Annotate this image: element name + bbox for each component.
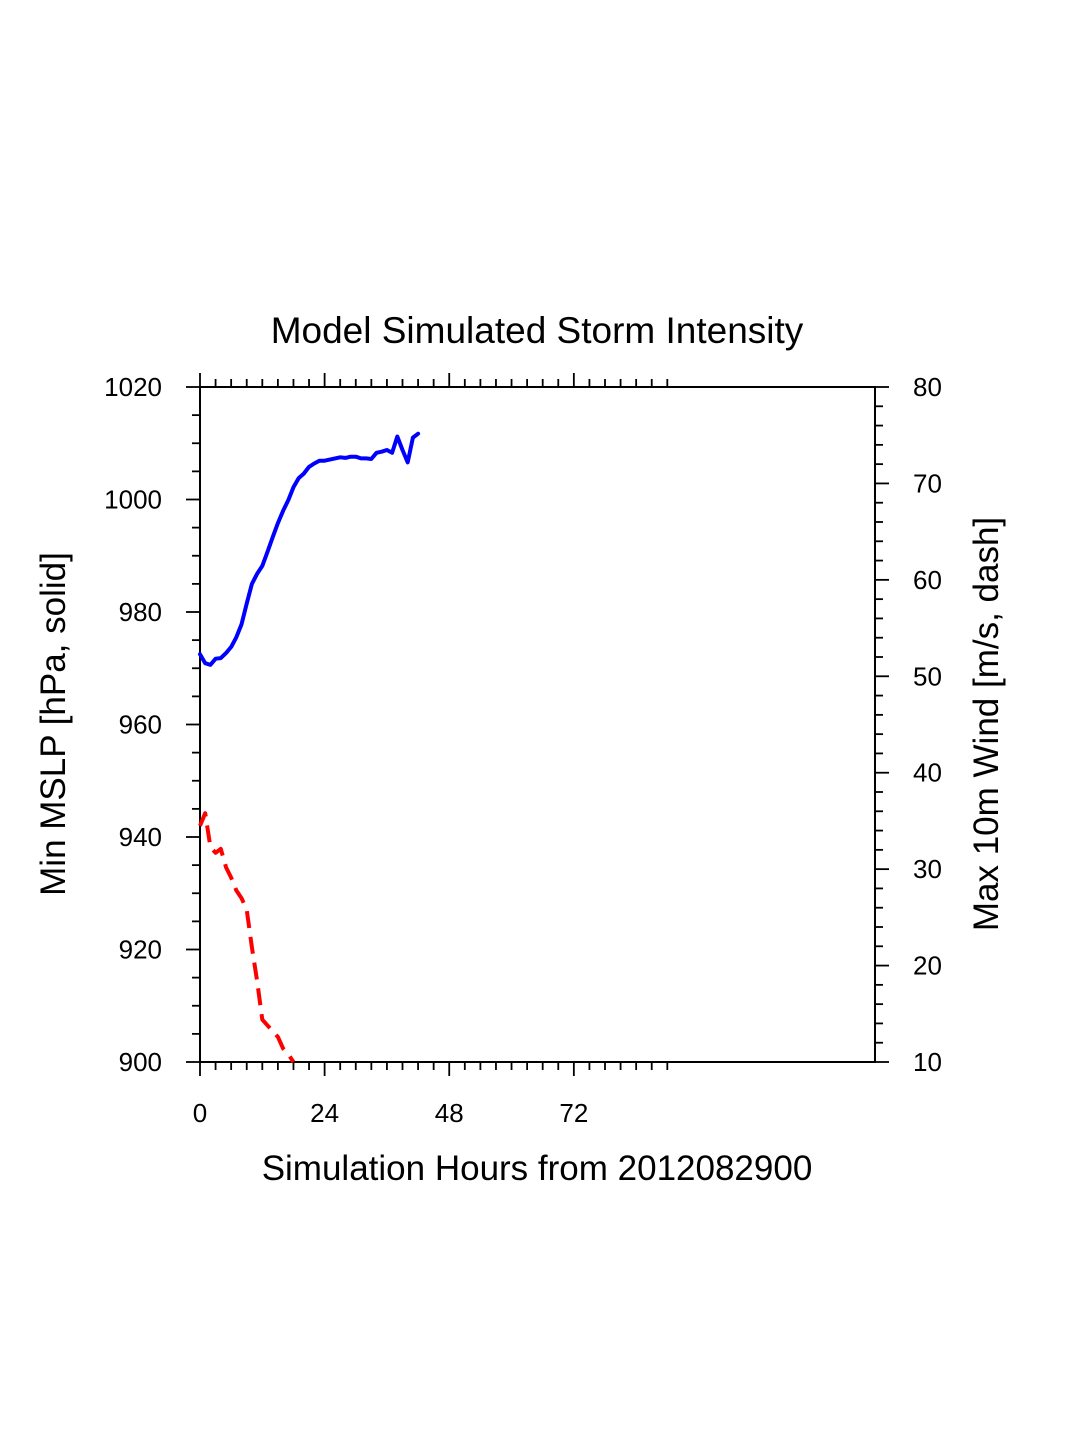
y-left-tick-label: 980 (119, 597, 162, 627)
x-tick-label: 0 (193, 1098, 207, 1128)
x-axis-label: Simulation Hours from 2012082900 (262, 1149, 813, 1188)
y-left-tick-label: 1020 (104, 372, 162, 402)
x-tick-label: 24 (310, 1098, 339, 1128)
y-left-tick-label: 920 (119, 935, 162, 965)
y-right-axis-label: Max 10m Wind [m/s, dash] (967, 517, 1006, 931)
y-left-tick-label: 1000 (104, 485, 162, 515)
y-right-tick-label: 30 (913, 854, 942, 884)
x-axis-ticks: 0 24 48 72 (193, 373, 669, 1128)
y-right-tick-label: 70 (913, 468, 942, 498)
y-right-tick-label: 80 (913, 372, 942, 402)
y-left-tick-label: 960 (119, 710, 162, 740)
y-right-axis-ticks: 10 20 30 40 50 60 70 80 (875, 372, 942, 1077)
wind-series-line (198, 811, 296, 1064)
y-left-axis-label: Min MSLP [hPa, solid] (34, 552, 73, 896)
y-right-tick-label: 40 (913, 758, 942, 788)
x-tick-label: 72 (559, 1098, 588, 1128)
y-right-tick-label: 20 (913, 951, 942, 981)
plot-area (199, 386, 876, 1063)
y-right-tick-label: 50 (913, 661, 942, 691)
y-left-axis-ticks: 900 920 940 960 980 1000 1020 (104, 372, 200, 1077)
y-right-tick-label: 10 (913, 1047, 942, 1077)
series-layer (198, 431, 421, 1064)
chart-title: Model Simulated Storm Intensity (271, 310, 804, 351)
y-left-tick-label: 900 (119, 1047, 162, 1077)
plot-frame (199, 386, 876, 1063)
y-right-tick-label: 60 (913, 565, 942, 595)
x-tick-label: 48 (435, 1098, 464, 1128)
y-left-tick-label: 940 (119, 822, 162, 852)
mslp-series-line (198, 431, 421, 667)
